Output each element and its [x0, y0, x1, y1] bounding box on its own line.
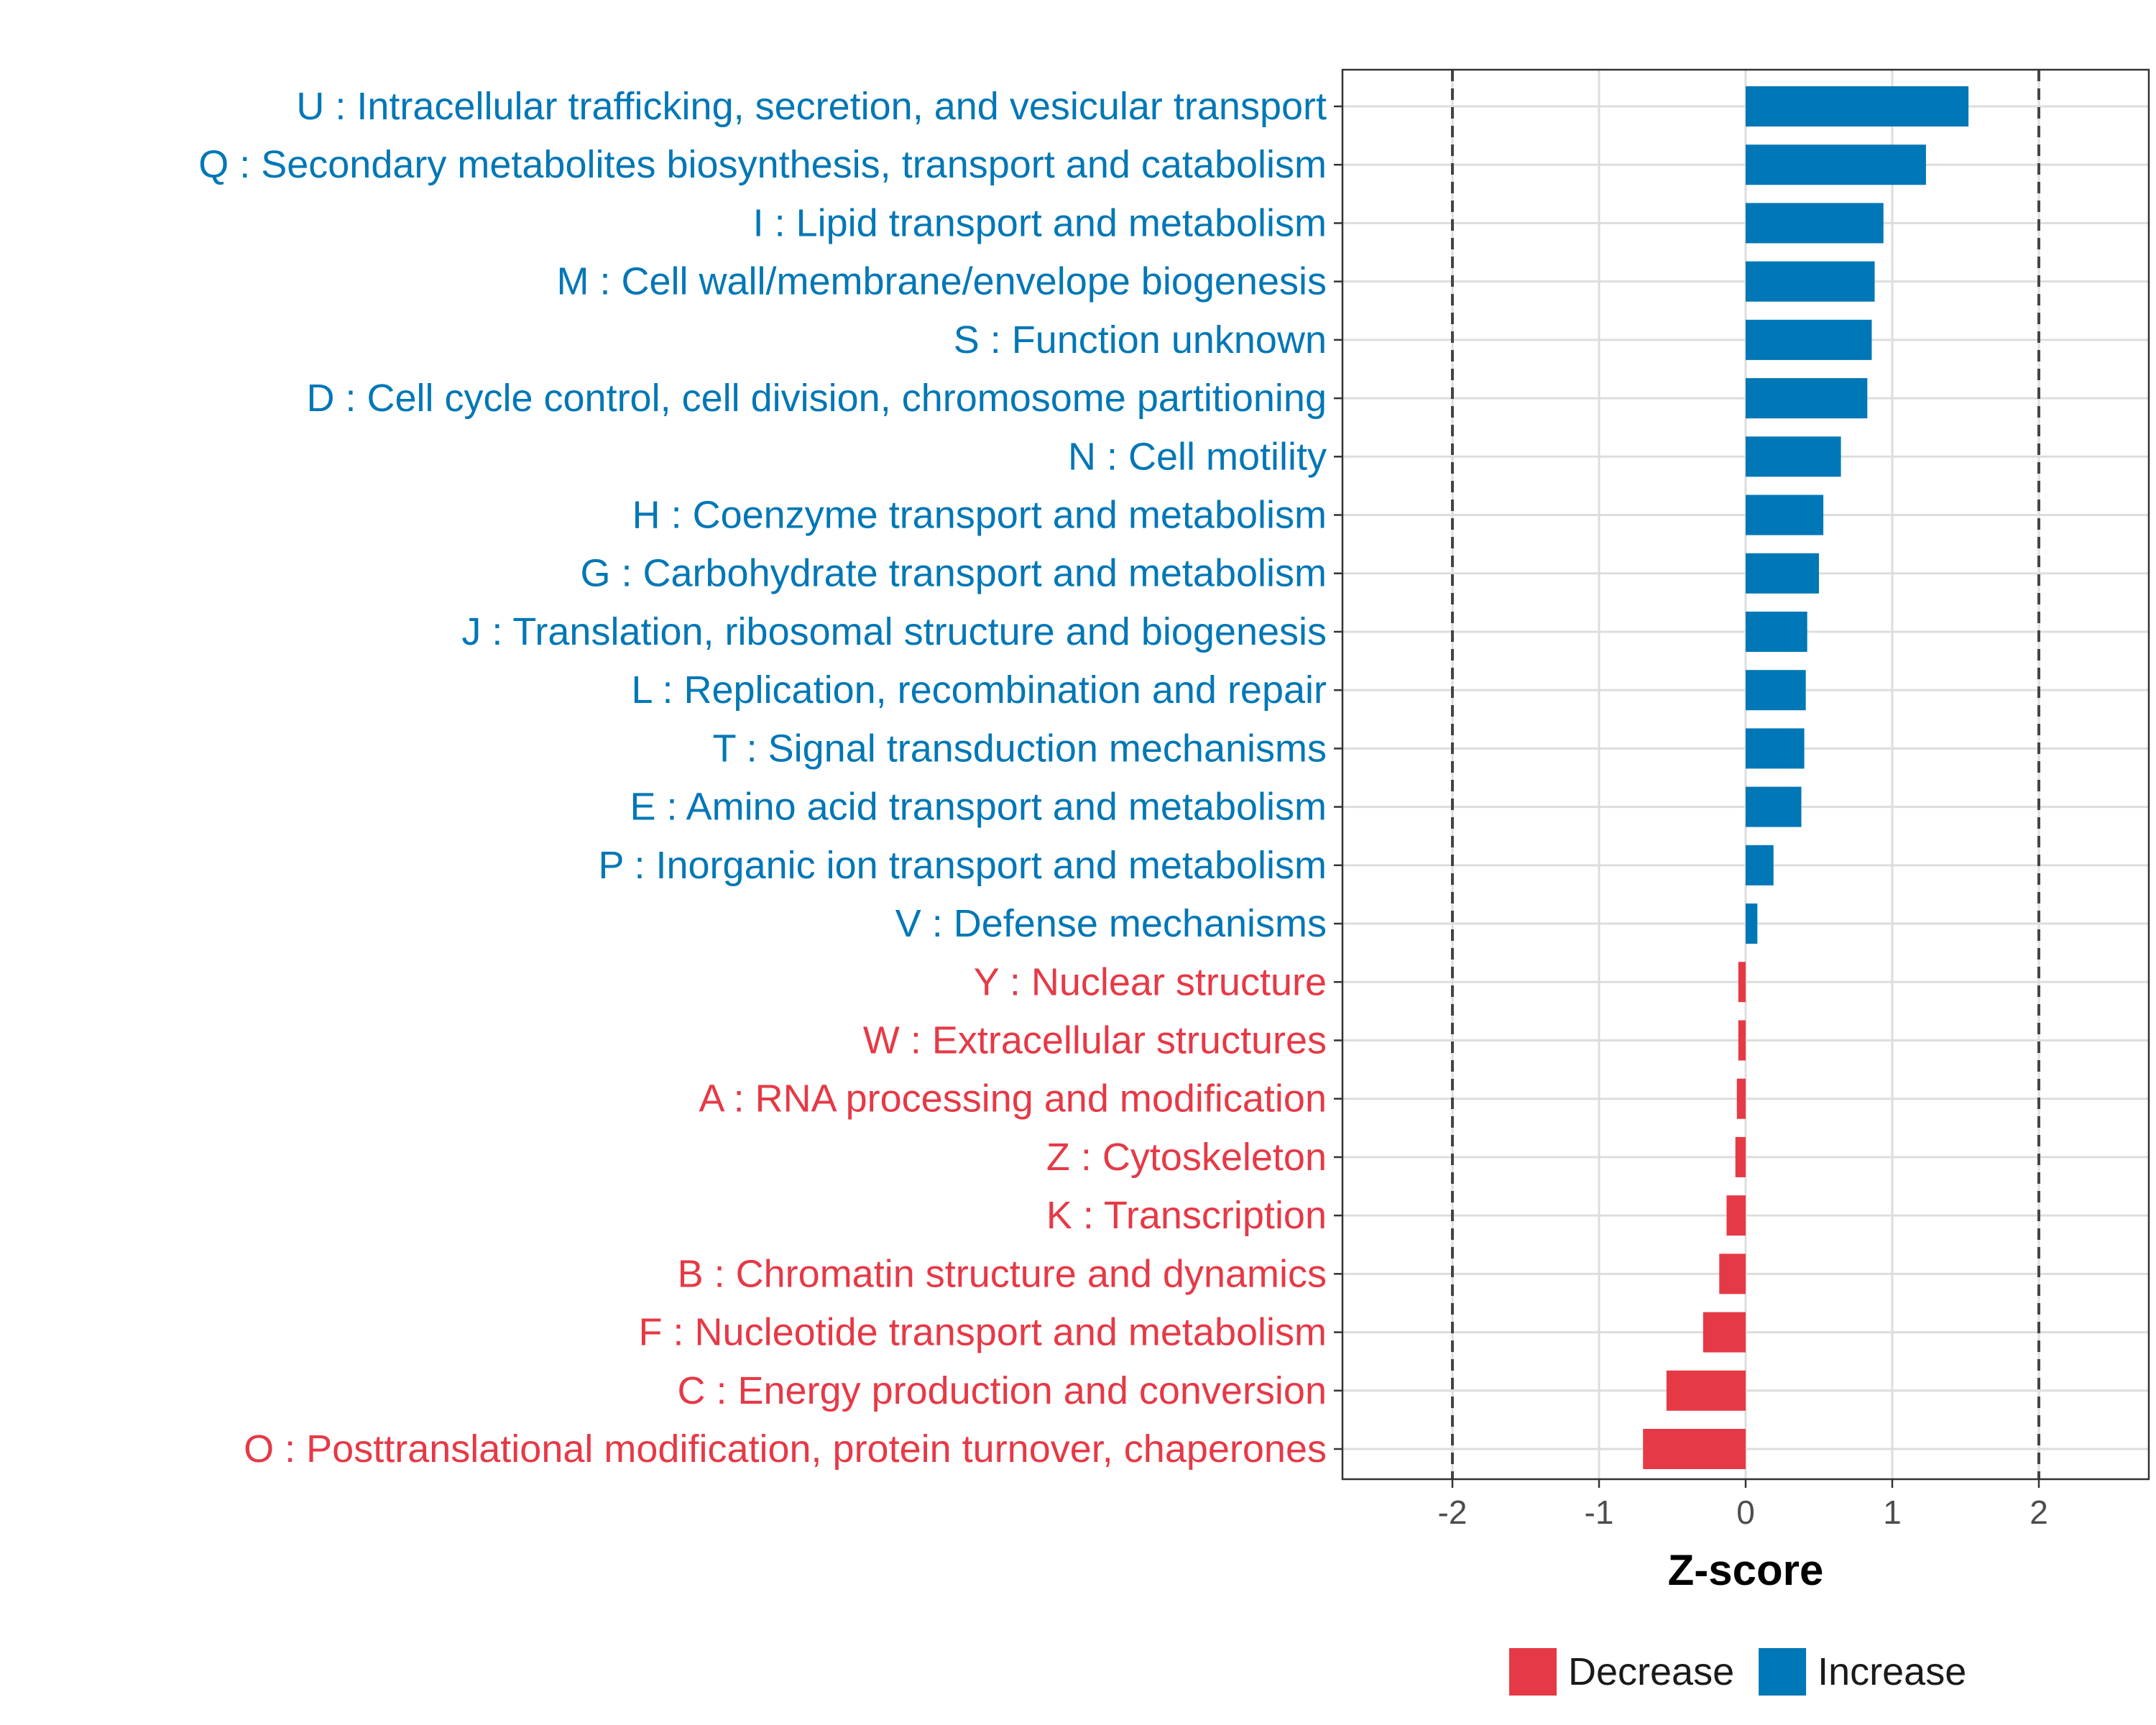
bar [1746, 611, 1807, 652]
category-label: B : Chromatin structure and dynamics [678, 1252, 1327, 1295]
category-label: K : Transcription [1046, 1194, 1327, 1237]
category-label: T : Signal transduction mechanisms [713, 727, 1327, 770]
bar [1746, 845, 1774, 886]
category-label: W : Extracellular structures [863, 1018, 1327, 1062]
x-tick-label: -2 [1438, 1494, 1468, 1531]
category-label: S : Function unknown [954, 318, 1327, 362]
category-label: G : Carbohydrate transport and metabolis… [581, 552, 1327, 595]
x-tick-label: 0 [1736, 1494, 1755, 1531]
bars [1643, 86, 1969, 1469]
category-label: P : Inorganic ion transport and metaboli… [598, 844, 1327, 887]
bar [1726, 1195, 1746, 1236]
bar [1746, 670, 1806, 711]
category-label: F : Nucleotide transport and metabolism [639, 1311, 1327, 1354]
bar [1746, 903, 1758, 944]
bar [1746, 494, 1824, 535]
bar [1746, 728, 1805, 769]
bar [1735, 1136, 1746, 1177]
category-label: A : RNA processing and modification [699, 1077, 1327, 1121]
bar [1746, 553, 1819, 594]
category-label: L : Replication, recombination and repai… [631, 668, 1327, 712]
bar [1746, 786, 1802, 827]
bar [1738, 1020, 1746, 1061]
category-label: D : Cell cycle control, cell division, c… [306, 377, 1327, 420]
bar [1738, 962, 1746, 1003]
legend-label: Increase [1818, 1650, 1966, 1693]
bar [1703, 1312, 1746, 1353]
axes: U : Intracellular trafficking, secretion… [198, 85, 2048, 1531]
bar [1643, 1429, 1746, 1469]
category-label: H : Coenzyme transport and metabolism [632, 494, 1327, 537]
category-label: O : Posttranslational modification, prot… [244, 1427, 1327, 1471]
category-label: C : Energy production and conversion [677, 1369, 1327, 1412]
category-label: V : Defense mechanisms [895, 902, 1327, 945]
legend: Decrease Increase [1509, 1648, 1966, 1696]
bar [1666, 1370, 1746, 1411]
category-label: M : Cell wall/membrane/envelope biogenes… [556, 260, 1327, 303]
x-tick-label: -1 [1585, 1494, 1614, 1531]
bar [1746, 319, 1872, 360]
category-label: E : Amino acid transport and metabolism [630, 786, 1327, 829]
bar [1736, 1078, 1746, 1119]
bar [1746, 378, 1868, 419]
legend-label: Decrease [1568, 1650, 1734, 1693]
reference-lines [1451, 70, 2040, 1479]
x-tick-label: 1 [1883, 1494, 1902, 1531]
category-label: Y : Nuclear structure [974, 960, 1327, 1003]
legend-key [1509, 1648, 1557, 1696]
x-tick-label: 2 [2030, 1494, 2048, 1531]
category-label: N : Cell motility [1068, 435, 1327, 478]
bar [1746, 436, 1841, 477]
bar [1746, 261, 1875, 302]
bar [1746, 144, 1926, 185]
x-axis-title: Z-score [1668, 1546, 1824, 1594]
category-label: I : Lipid transport and metabolism [753, 201, 1327, 244]
category-label: U : Intracellular trafficking, secretion… [296, 85, 1327, 128]
category-label: J : Translation, ribosomal structure and… [461, 610, 1327, 653]
bar [1746, 86, 1969, 126]
category-label: Q : Secondary metabolites biosynthesis, … [198, 143, 1327, 186]
bar [1746, 203, 1884, 244]
legend-key [1759, 1648, 1807, 1696]
category-label: Z : Cytoskeleton [1046, 1136, 1327, 1179]
bar [1719, 1254, 1746, 1294]
